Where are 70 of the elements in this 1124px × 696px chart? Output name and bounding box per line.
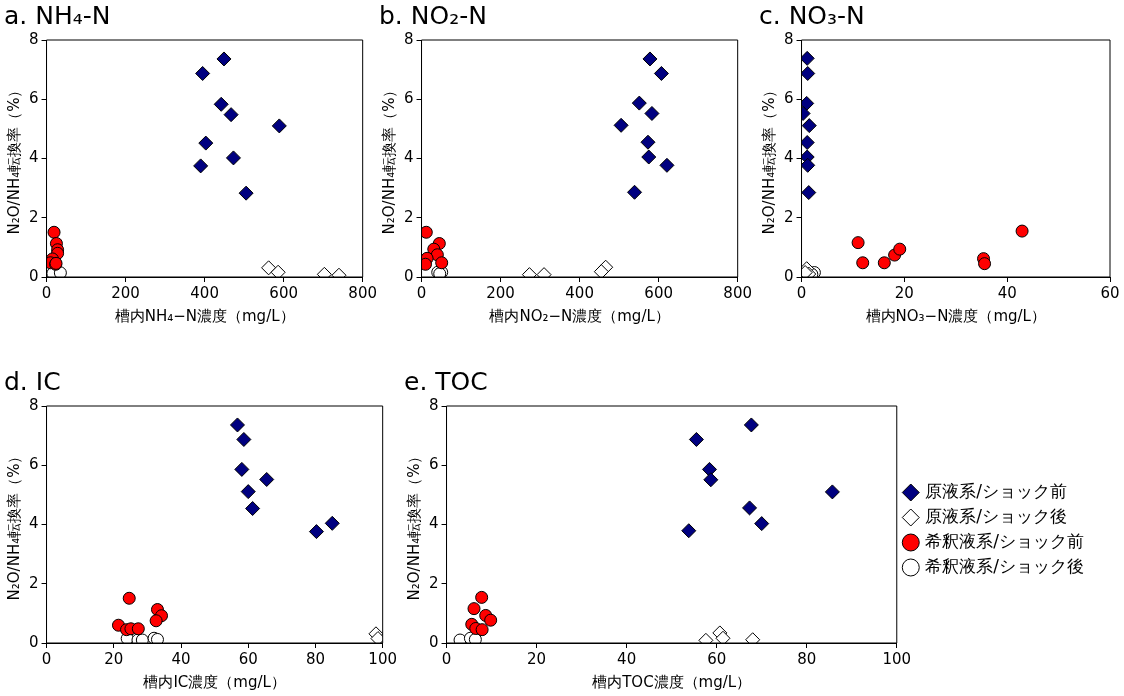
legend-label: 希釈液系/ショック前 (925, 530, 1085, 551)
x-tick-label: 20 (104, 649, 124, 668)
y-tick-label: 6 (29, 89, 39, 108)
x-axis-title: 槽内IC濃度（mg/L） (143, 672, 286, 691)
chart-title: d. IC (4, 366, 61, 396)
legend-label: 希釈液系/ショック後 (925, 555, 1085, 576)
x-tick-label: 400 (190, 283, 219, 302)
y-tick-label: 8 (29, 395, 39, 414)
x-tick-label: 200 (111, 283, 140, 302)
y-tick-label: 6 (29, 455, 39, 474)
y-axis-title: N₂O/NH₄転換率（%） (379, 82, 398, 235)
x-tick-label: 20 (894, 283, 914, 302)
y-tick-label: 2 (29, 573, 39, 592)
x-tick-label: 0 (416, 283, 427, 302)
x-tick-label: 40 (617, 649, 637, 668)
x-tick-label: 100 (368, 649, 398, 668)
x-tick-label: 80 (797, 649, 817, 668)
y-tick-label: 8 (29, 29, 39, 48)
x-tick-label: 20 (527, 649, 547, 668)
x-tick-label: 600 (269, 283, 298, 302)
x-axis-title: 槽内NO₃−N濃度（mg/L） (865, 306, 1046, 325)
x-tick-label: 200 (486, 283, 515, 302)
x-tick-label: 40 (171, 649, 191, 668)
chart-title: c. NO₃-N (759, 0, 865, 30)
y-tick-label: 4 (784, 148, 794, 167)
y-tick-label: 4 (429, 514, 439, 533)
y-tick-label: 0 (29, 266, 39, 285)
y-tick-label: 2 (784, 207, 794, 226)
x-tick-label: 0 (41, 283, 52, 302)
y-tick-label: 2 (429, 573, 439, 592)
y-tick-label: 6 (404, 89, 414, 108)
y-tick-label: 8 (404, 29, 414, 48)
x-tick-label: 0 (41, 649, 52, 668)
y-tick-label: 0 (784, 266, 794, 285)
x-tick-label: 60 (238, 649, 258, 668)
y-tick-label: 8 (784, 29, 794, 48)
x-axis-title: 槽内TOC濃度（mg/L） (592, 672, 752, 691)
chart-title: e. TOC (404, 366, 488, 396)
x-axis-title: 槽内NO₂−N濃度（mg/L） (489, 306, 670, 325)
y-tick-label: 4 (29, 148, 39, 167)
y-tick-label: 4 (404, 148, 414, 167)
y-tick-label: 4 (29, 514, 39, 533)
y-tick-label: 2 (29, 207, 39, 226)
y-tick-label: 2 (404, 207, 414, 226)
y-tick-label: 6 (429, 455, 439, 474)
y-tick-label: 0 (29, 632, 39, 651)
x-tick-label: 60 (707, 649, 727, 668)
x-tick-label: 60 (1100, 283, 1120, 302)
y-axis-title: N₂O/NH₄転換率（%） (4, 448, 23, 601)
y-tick-label: 8 (429, 395, 439, 414)
legend-label: 原液系/ショック後 (925, 505, 1068, 526)
x-tick-label: 80 (305, 649, 325, 668)
x-tick-label: 100 (882, 649, 912, 668)
x-tick-label: 600 (644, 283, 673, 302)
y-tick-label: 6 (784, 89, 794, 108)
y-axis-title: N₂O/NH₄転換率（%） (759, 82, 778, 235)
y-tick-label: 0 (404, 266, 414, 285)
y-axis-title: N₂O/NH₄転換率（%） (404, 448, 423, 601)
y-tick-label: 0 (429, 632, 439, 651)
chart-title: b. NO₂-N (379, 0, 487, 30)
x-tick-label: 0 (441, 649, 452, 668)
x-tick-label: 400 (565, 283, 594, 302)
x-tick-label: 0 (796, 283, 807, 302)
chart-title: a. NH₄-N (4, 0, 111, 30)
x-tick-label: 800 (348, 283, 378, 302)
x-tick-label: 800 (723, 283, 753, 302)
y-axis-title: N₂O/NH₄転換率（%） (4, 82, 23, 235)
x-tick-label: 40 (997, 283, 1017, 302)
legend-label: 原液系/ショック前 (925, 480, 1068, 501)
x-axis-title: 槽内NH₄−N濃度（mg/L） (114, 306, 295, 325)
